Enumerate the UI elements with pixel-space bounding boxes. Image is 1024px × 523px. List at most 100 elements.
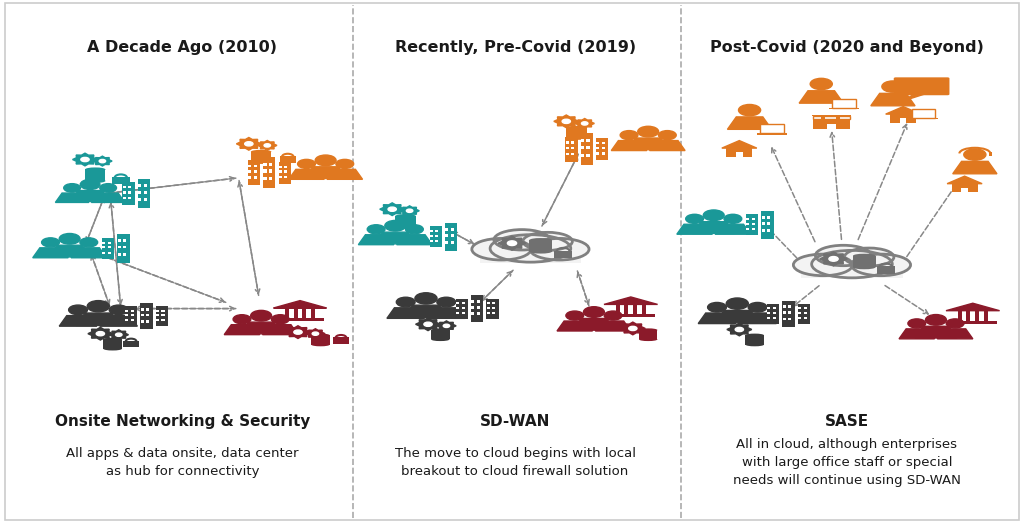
Bar: [269, 163, 272, 166]
Bar: [435, 230, 438, 232]
Polygon shape: [55, 193, 89, 202]
Bar: [571, 153, 574, 155]
Bar: [462, 306, 465, 309]
Bar: [254, 165, 257, 167]
Bar: [745, 214, 758, 235]
Bar: [128, 197, 131, 199]
Bar: [162, 310, 165, 312]
Circle shape: [724, 214, 741, 223]
Bar: [565, 146, 568, 149]
Bar: [788, 317, 792, 320]
Circle shape: [604, 311, 622, 320]
Ellipse shape: [251, 161, 271, 164]
Bar: [143, 191, 146, 194]
Polygon shape: [286, 326, 310, 338]
Polygon shape: [677, 224, 713, 234]
Bar: [831, 99, 856, 108]
Bar: [451, 234, 454, 237]
Text: All in cloud, although enterprises
with large office staff or special
needs will: All in cloud, although enterprises with …: [733, 438, 961, 487]
Bar: [596, 147, 599, 149]
Bar: [565, 153, 568, 155]
Polygon shape: [237, 138, 261, 150]
Circle shape: [443, 324, 450, 327]
Ellipse shape: [851, 254, 910, 276]
Polygon shape: [819, 252, 847, 266]
Bar: [248, 176, 251, 179]
Polygon shape: [952, 162, 997, 174]
Bar: [122, 181, 134, 205]
Bar: [125, 320, 128, 321]
Bar: [285, 176, 288, 178]
Circle shape: [926, 314, 946, 325]
Bar: [280, 156, 296, 163]
Ellipse shape: [523, 232, 572, 251]
Bar: [138, 198, 141, 201]
Bar: [430, 230, 433, 232]
Bar: [451, 228, 454, 231]
Circle shape: [298, 160, 315, 168]
Circle shape: [63, 184, 81, 192]
Polygon shape: [93, 156, 112, 166]
Ellipse shape: [311, 334, 330, 337]
Bar: [263, 157, 275, 188]
Bar: [131, 320, 134, 321]
Bar: [430, 240, 433, 242]
Circle shape: [735, 327, 743, 332]
Bar: [430, 226, 442, 247]
Bar: [493, 306, 496, 309]
Bar: [829, 108, 858, 109]
Bar: [602, 142, 605, 144]
Bar: [782, 317, 785, 320]
Ellipse shape: [431, 328, 450, 332]
Bar: [566, 128, 587, 138]
Bar: [140, 314, 143, 316]
Bar: [989, 152, 992, 156]
Bar: [798, 312, 801, 314]
Circle shape: [686, 214, 703, 223]
Bar: [480, 248, 581, 263]
Circle shape: [882, 81, 904, 92]
Bar: [162, 314, 165, 316]
Bar: [581, 154, 584, 157]
Bar: [285, 308, 289, 318]
Circle shape: [407, 209, 413, 212]
Polygon shape: [49, 245, 90, 257]
Bar: [767, 312, 770, 314]
Bar: [477, 300, 480, 303]
Ellipse shape: [395, 225, 416, 228]
Circle shape: [271, 315, 289, 324]
Circle shape: [80, 238, 97, 247]
Bar: [767, 222, 770, 225]
Bar: [123, 239, 126, 242]
Bar: [146, 320, 150, 323]
Bar: [486, 299, 499, 319]
Ellipse shape: [845, 248, 894, 266]
Bar: [633, 304, 637, 314]
Bar: [285, 166, 288, 168]
Text: All apps & data onsite, data center
as hub for connectivity: All apps & data onsite, data center as h…: [66, 447, 299, 479]
Bar: [108, 242, 111, 244]
Bar: [445, 228, 449, 231]
Ellipse shape: [566, 126, 587, 130]
Bar: [947, 310, 998, 311]
Bar: [435, 240, 438, 242]
Bar: [477, 312, 480, 315]
Bar: [587, 154, 590, 157]
Circle shape: [59, 233, 80, 244]
Bar: [813, 116, 850, 119]
Bar: [752, 223, 755, 225]
Circle shape: [294, 330, 302, 334]
Polygon shape: [554, 115, 579, 128]
Polygon shape: [915, 326, 956, 338]
Bar: [900, 118, 906, 122]
Bar: [773, 312, 776, 314]
Bar: [758, 133, 786, 135]
Ellipse shape: [431, 338, 450, 341]
Text: Recently, Pre-Covid (2019): Recently, Pre-Covid (2019): [394, 40, 636, 54]
Bar: [102, 246, 105, 248]
Polygon shape: [241, 322, 282, 334]
Bar: [102, 252, 105, 254]
Bar: [279, 166, 282, 168]
Ellipse shape: [103, 338, 122, 341]
Bar: [967, 311, 971, 321]
